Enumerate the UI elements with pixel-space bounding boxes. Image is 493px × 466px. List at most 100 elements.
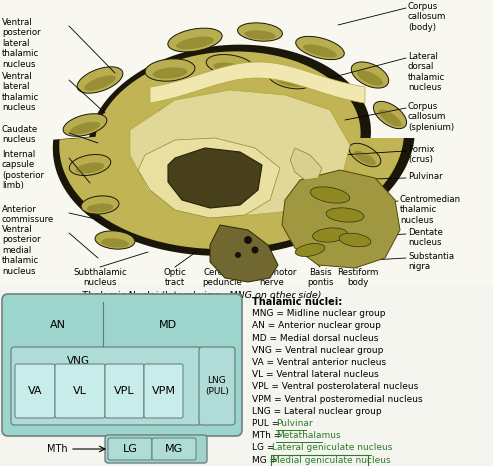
Text: MTh: MTh — [47, 444, 68, 454]
Text: Restiform
body: Restiform body — [337, 268, 379, 288]
Text: MD: MD — [159, 320, 177, 330]
Text: Subthalamic
nucleus: Subthalamic nucleus — [73, 268, 127, 288]
Ellipse shape — [346, 191, 364, 206]
Text: VNG: VNG — [67, 356, 90, 366]
Text: Ventral
lateral
thalamic
nucleus: Ventral lateral thalamic nucleus — [2, 72, 39, 112]
Ellipse shape — [295, 244, 325, 256]
Text: AN = Anterior nuclear group: AN = Anterior nuclear group — [252, 322, 381, 330]
Ellipse shape — [224, 106, 256, 116]
Text: Corpus
callosum
(splenium): Corpus callosum (splenium) — [408, 102, 454, 132]
Ellipse shape — [354, 151, 376, 165]
FancyBboxPatch shape — [144, 364, 183, 418]
Text: LG =: LG = — [252, 444, 277, 452]
Ellipse shape — [101, 238, 129, 247]
Text: Oculomotor
nerve: Oculomotor nerve — [247, 268, 297, 288]
Ellipse shape — [199, 143, 241, 161]
Text: VPL = Ventral posterolateral nucleus: VPL = Ventral posterolateral nucleus — [252, 383, 418, 391]
Ellipse shape — [245, 30, 276, 40]
Polygon shape — [53, 45, 415, 256]
Ellipse shape — [313, 228, 348, 242]
Ellipse shape — [217, 98, 262, 118]
Ellipse shape — [77, 67, 123, 93]
Text: Fornix
(crus): Fornix (crus) — [408, 145, 434, 164]
FancyBboxPatch shape — [105, 435, 207, 463]
Polygon shape — [210, 225, 278, 282]
Ellipse shape — [152, 67, 187, 79]
Ellipse shape — [285, 117, 315, 129]
Ellipse shape — [379, 110, 401, 127]
Text: MG =: MG = — [252, 456, 280, 465]
Text: Optic
tract: Optic tract — [164, 268, 186, 288]
Ellipse shape — [87, 203, 113, 212]
Ellipse shape — [147, 149, 192, 167]
Text: PUL =: PUL = — [252, 419, 282, 428]
Text: VNG = Ventral nuclear group: VNG = Ventral nuclear group — [252, 346, 384, 355]
Ellipse shape — [154, 157, 186, 165]
Text: LG: LG — [123, 444, 138, 454]
Text: Metathalamus: Metathalamus — [276, 431, 341, 440]
Text: MD = Medial dorsal nucleus: MD = Medial dorsal nucleus — [252, 334, 378, 343]
Text: Lateral
dorsal
thalamic
nucleus: Lateral dorsal thalamic nucleus — [408, 52, 445, 92]
Ellipse shape — [296, 36, 344, 60]
Text: Ventral
posterior
medial
thalamic
nucleus: Ventral posterior medial thalamic nucleu… — [2, 225, 40, 275]
Text: VA = Ventral anterior nucleus: VA = Ventral anterior nucleus — [252, 358, 386, 367]
Ellipse shape — [349, 143, 381, 167]
FancyBboxPatch shape — [199, 347, 235, 425]
Text: AN: AN — [50, 320, 66, 330]
Text: Cerebral
peduncle: Cerebral peduncle — [202, 268, 242, 288]
Polygon shape — [138, 138, 280, 218]
Text: LNG
(PUL): LNG (PUL) — [205, 377, 229, 396]
Ellipse shape — [275, 75, 306, 87]
Ellipse shape — [326, 208, 364, 222]
Ellipse shape — [70, 122, 100, 134]
FancyBboxPatch shape — [55, 364, 105, 418]
Text: Caudate
nucleus: Caudate nucleus — [2, 125, 38, 144]
Text: Dentate
nucleus: Dentate nucleus — [408, 228, 443, 247]
Ellipse shape — [168, 28, 222, 52]
Ellipse shape — [238, 23, 282, 41]
Ellipse shape — [357, 70, 383, 86]
FancyBboxPatch shape — [11, 347, 201, 425]
Ellipse shape — [213, 62, 246, 74]
Polygon shape — [130, 90, 350, 215]
Ellipse shape — [145, 59, 195, 81]
Circle shape — [235, 252, 241, 258]
Text: Medial geniculate nucleus: Medial geniculate nucleus — [272, 456, 390, 465]
Polygon shape — [168, 148, 262, 208]
Text: MG: MG — [165, 444, 183, 454]
Text: MTh =: MTh = — [252, 431, 284, 440]
Text: Internal
capsule
(posterior
limb): Internal capsule (posterior limb) — [2, 150, 44, 190]
Ellipse shape — [69, 155, 111, 176]
Polygon shape — [150, 62, 365, 103]
Text: VL = Ventral lateral nucleus: VL = Ventral lateral nucleus — [252, 370, 379, 379]
FancyBboxPatch shape — [105, 364, 144, 418]
Text: Substantia
nigra: Substantia nigra — [408, 252, 454, 271]
Bar — [271, 455, 368, 466]
Ellipse shape — [206, 55, 254, 75]
Text: LNG = Lateral nuclear group: LNG = Lateral nuclear group — [252, 407, 382, 416]
Ellipse shape — [341, 184, 369, 206]
Text: Pulvinar: Pulvinar — [408, 172, 443, 181]
Bar — [0, 0, 493, 285]
Text: Centromedian
thalamic
nucleus: Centromedian thalamic nucleus — [400, 195, 461, 225]
FancyBboxPatch shape — [15, 364, 55, 418]
FancyBboxPatch shape — [152, 438, 196, 460]
Polygon shape — [59, 51, 404, 249]
Ellipse shape — [205, 151, 235, 159]
FancyBboxPatch shape — [108, 438, 152, 460]
Circle shape — [244, 236, 252, 244]
Text: Pulvinar: Pulvinar — [276, 419, 313, 428]
Ellipse shape — [95, 231, 135, 249]
Ellipse shape — [163, 113, 197, 123]
Text: VA: VA — [28, 386, 42, 396]
Text: Lateral geniculate nucleus: Lateral geniculate nucleus — [272, 444, 392, 452]
Ellipse shape — [310, 187, 350, 203]
Text: Corpus
callosum
(body): Corpus callosum (body) — [408, 2, 446, 32]
Ellipse shape — [156, 105, 204, 125]
Ellipse shape — [303, 44, 337, 58]
Text: VL: VL — [73, 386, 87, 396]
Ellipse shape — [84, 75, 116, 91]
Ellipse shape — [75, 163, 105, 173]
FancyBboxPatch shape — [2, 294, 242, 436]
Text: Thalamic nuclei:: Thalamic nuclei: — [252, 297, 342, 307]
